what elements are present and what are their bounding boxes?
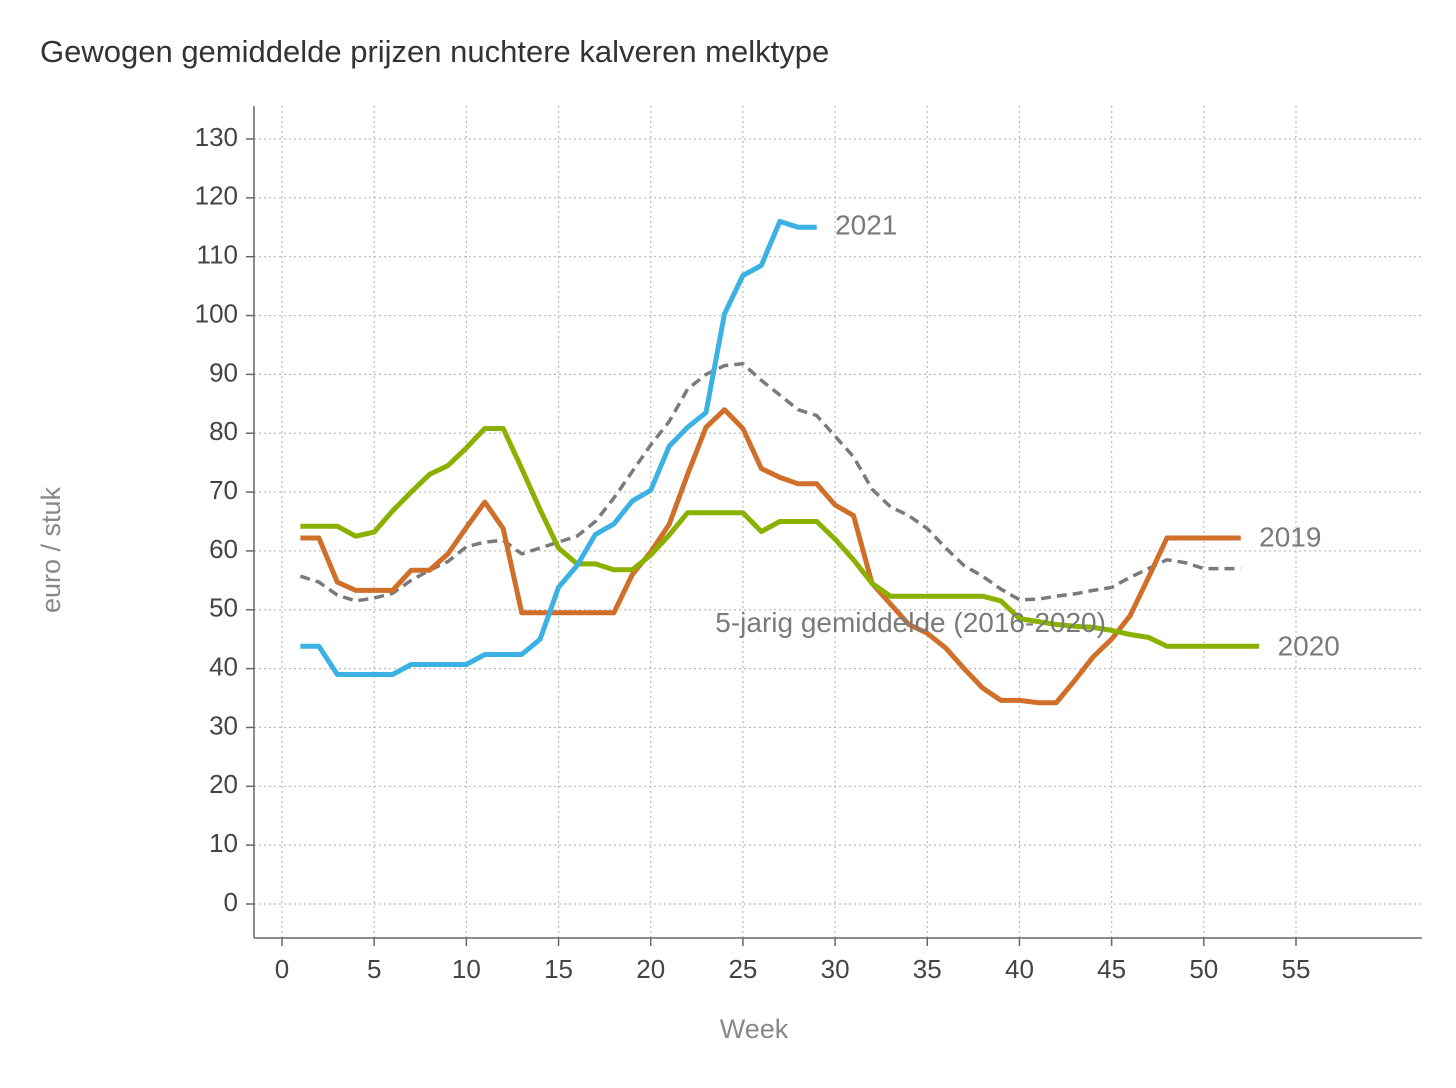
x-tick-label: 15: [544, 954, 573, 984]
x-tick-label: 50: [1189, 954, 1218, 984]
series-label: 2021: [835, 210, 897, 241]
y-tick-label: 130: [195, 122, 238, 152]
y-tick-label: 40: [209, 651, 238, 681]
series-label: 5-jarig gemiddelde (2016-2020): [715, 607, 1106, 638]
y-tick-label: 70: [209, 475, 238, 505]
y-tick-label: 0: [224, 887, 238, 917]
x-tick-label: 35: [913, 954, 942, 984]
x-tick-label: 30: [821, 954, 850, 984]
y-tick-label: 60: [209, 534, 238, 564]
y-tick-label: 30: [209, 710, 238, 740]
x-tick-label: 10: [452, 954, 481, 984]
y-tick-label: 110: [197, 240, 238, 270]
x-tick-label: 25: [728, 954, 757, 984]
series-line-2021: [300, 218, 817, 677]
y-tick-label: 90: [209, 357, 238, 387]
x-axis-label: Week: [720, 1014, 789, 1044]
axes: [246, 106, 1422, 946]
y-tick-label: 80: [209, 416, 238, 446]
series-lines: [299, 218, 1260, 706]
y-axis-ticks: 0 10 20 30 40 50 60 70 80 90 100 110 120 130: [195, 122, 238, 917]
series-label: 2020: [1278, 630, 1340, 661]
x-axis-ticks: 0 5 10 15 20 25 30 35 40 45 50 55: [275, 954, 1311, 984]
y-axis-label: euro / stuk: [36, 486, 66, 613]
y-tick-label: 120: [195, 181, 238, 211]
x-tick-label: 5: [367, 954, 381, 984]
series-line-5-jarig-gemiddelde-2016-2020-: [299, 362, 1241, 603]
y-tick-label: 100: [195, 298, 238, 328]
x-tick-label: 55: [1282, 954, 1311, 984]
y-tick-label: 50: [209, 593, 238, 623]
y-tick-label: 10: [209, 828, 238, 858]
series-labels: 2021 2019 2020 5-jarig gemiddelde (2016-202…: [715, 210, 1340, 662]
series-line-2020: [300, 426, 1260, 649]
x-tick-label: 20: [636, 954, 665, 984]
y-tick-label: 20: [209, 769, 238, 799]
x-tick-label: 40: [1005, 954, 1034, 984]
grid: [254, 106, 1422, 938]
series-label: 2019: [1259, 522, 1321, 553]
series-line-2019: [300, 407, 1241, 706]
chart-title: Gewogen gemiddelde prijzen nuchtere kalv…: [40, 34, 830, 69]
x-tick-label: 0: [275, 954, 289, 984]
x-tick-label: 45: [1097, 954, 1126, 984]
